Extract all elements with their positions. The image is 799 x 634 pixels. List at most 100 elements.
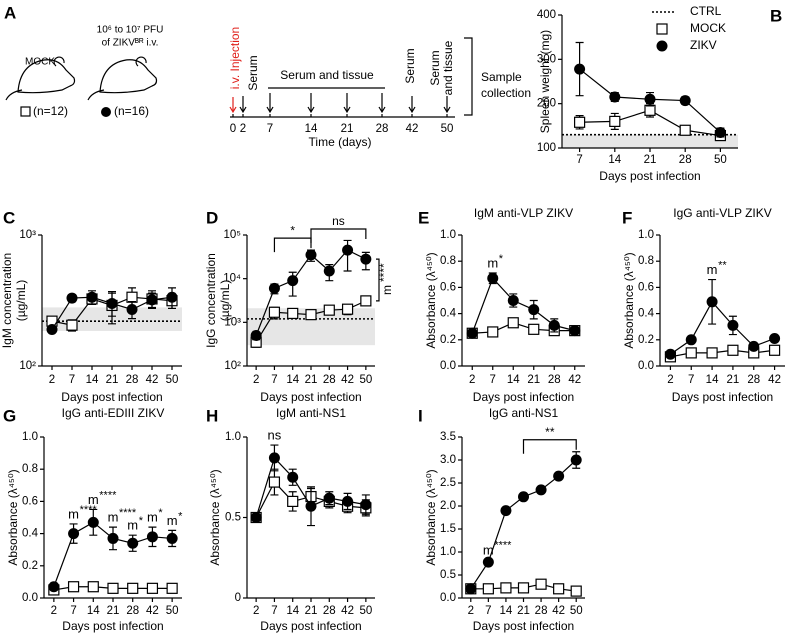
- timeline-tick-label: 50: [441, 123, 454, 135]
- timeline-tick-label: 28: [376, 123, 389, 135]
- significance-stars: *: [178, 510, 183, 522]
- data-point: [679, 95, 691, 107]
- data-point: [166, 532, 178, 544]
- data-point: [706, 296, 718, 308]
- x-tick-label: 14: [500, 605, 513, 617]
- y-tick-label: 2.0: [440, 500, 456, 512]
- data-point: [268, 282, 280, 294]
- significance-mark: m: [127, 518, 138, 533]
- x-axis-label: Days post infection: [599, 169, 700, 183]
- significance-mark: m: [707, 262, 718, 277]
- data-point: [127, 582, 139, 594]
- data-point: [87, 516, 99, 528]
- panel-letter: B: [770, 6, 782, 25]
- x-tick-label: 50: [359, 374, 372, 386]
- x-tick-label: 21: [107, 605, 120, 617]
- x-tick-label: 2: [667, 374, 673, 386]
- significance-bracket: [273, 237, 312, 253]
- x-tick-label: 14: [86, 374, 99, 386]
- data-point: [517, 582, 530, 594]
- x-tick-label: 21: [727, 374, 740, 386]
- event-arrow: [307, 93, 315, 114]
- data-point: [305, 309, 317, 321]
- y-axis-label: (µg/mL): [218, 280, 232, 322]
- event-label: Serum and tissue: [280, 68, 374, 82]
- x-tick-label: 42: [341, 605, 354, 617]
- x-tick-label: 28: [126, 374, 139, 386]
- event-label: and tissue: [441, 40, 455, 95]
- event-label: Serum: [246, 55, 260, 90]
- y-tick-label: 300: [537, 53, 556, 65]
- data-point: [569, 325, 581, 337]
- significance-mark: m: [108, 510, 119, 525]
- x-tick-label: 21: [305, 374, 318, 386]
- data-point: [574, 63, 586, 75]
- event-arrow: [229, 97, 237, 114]
- timeline-tick-label: 7: [267, 123, 273, 135]
- panel-letter: C: [3, 208, 15, 227]
- y-tick-label: 0.4: [22, 528, 39, 540]
- legend-symbol: [656, 40, 668, 52]
- group-count: (n=12): [33, 104, 68, 118]
- significance-bracket: [310, 228, 367, 243]
- y-tick-label: 100: [537, 142, 556, 154]
- y-axis-label: IgG concentration: [204, 253, 218, 348]
- y-tick-label: 10³: [224, 316, 241, 328]
- x-axis-label: Days post infection: [473, 390, 574, 404]
- data-point: [609, 91, 621, 103]
- y-tick-label: 3.5: [440, 431, 456, 443]
- data-point: [323, 265, 335, 277]
- data-point: [126, 291, 138, 303]
- group-label: of ZIKVᴮᴿ i.v.: [102, 38, 159, 49]
- group-label: 10⁶ to 10⁷ PFU: [97, 25, 164, 36]
- x-axis-label: Days post infection: [260, 390, 361, 404]
- data-point: [644, 93, 656, 105]
- legend-label: ZIKV: [690, 38, 717, 52]
- y-axis-label: Absorbance (λ⁴⁵⁰): [208, 469, 222, 565]
- data-point: [466, 327, 478, 339]
- significance-stars: ****: [494, 540, 512, 552]
- data-point: [570, 585, 582, 597]
- data-point: [323, 304, 335, 316]
- data-point: [48, 581, 60, 593]
- data-point: [305, 500, 317, 512]
- data-point: [287, 495, 299, 507]
- data-point: [360, 499, 372, 511]
- data-point: [500, 505, 512, 517]
- significance-stars: ****: [80, 504, 98, 516]
- y-tick-label: 10³: [19, 229, 36, 241]
- data-point: [570, 454, 582, 466]
- data-point: [769, 332, 781, 344]
- x-tick-label: 28: [548, 374, 561, 386]
- x-tick-label: 28: [535, 605, 548, 617]
- data-point: [86, 291, 98, 303]
- data-point: [342, 495, 354, 507]
- data-point: [66, 292, 78, 304]
- x-tick-label: 28: [323, 374, 336, 386]
- data-point: [360, 253, 372, 265]
- y-tick-label: 0.8: [440, 255, 456, 267]
- group-label: MOCK: [25, 57, 55, 68]
- data-point: [68, 528, 80, 540]
- data-point: [342, 244, 354, 256]
- y-tick-label: 1.0: [225, 431, 241, 443]
- mouse-icon: [5, 56, 76, 101]
- significance-stars: *: [499, 253, 504, 265]
- data-point: [535, 578, 547, 590]
- data-point: [685, 347, 697, 359]
- significance-stars: ****: [99, 489, 117, 501]
- x-tick-label: 42: [146, 374, 159, 386]
- data-point: [507, 295, 519, 306]
- x-tick-label: 21: [644, 154, 657, 166]
- data-point: [535, 484, 547, 496]
- group-count: (n=16): [114, 104, 149, 118]
- y-tick-label: 3.0: [440, 454, 456, 466]
- x-tick-label: 2: [49, 374, 55, 386]
- y-tick-label: 0.2: [440, 334, 456, 346]
- data-point: [287, 307, 299, 320]
- significance-mark: m: [68, 506, 79, 521]
- significance-stars: **: [718, 259, 727, 271]
- significance-mark: m: [167, 513, 178, 528]
- data-point: [166, 291, 178, 303]
- data-point: [146, 582, 159, 594]
